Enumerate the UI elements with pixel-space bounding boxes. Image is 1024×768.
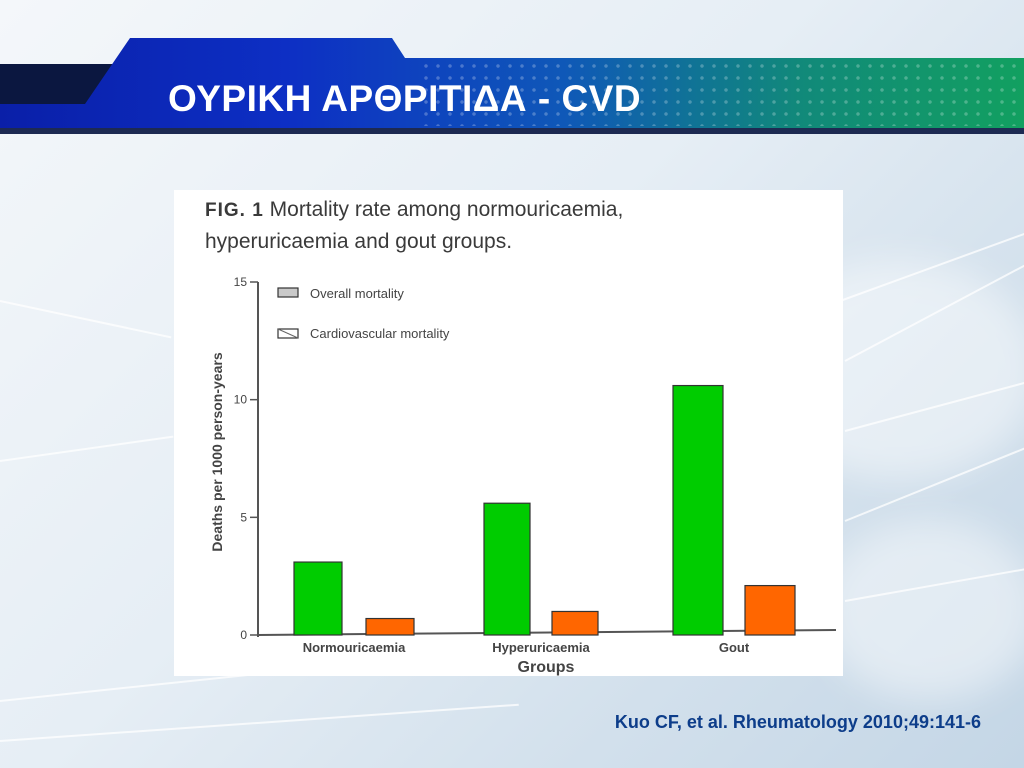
bar-overall-hyperuricaemia <box>483 502 531 636</box>
figure-caption-line1: Mortality rate among normouricaemia, <box>269 198 624 221</box>
y-axis: 0 5 10 15 Deaths per 1000 person-years <box>209 275 259 642</box>
bar-overall-normouricaemia <box>293 561 343 636</box>
y-tick-label: 0 <box>240 628 247 642</box>
figure-label: FIG. 1 <box>205 200 264 221</box>
slide-title: ΟΥΡΙΚΗ ΑΡΘΡΙΤΙΔΑ - CVD <box>168 78 642 119</box>
legend-swatch-hatch <box>277 328 299 339</box>
citation: Kuo CF, et al. Rheumatology 2010;49:141-… <box>614 712 981 732</box>
bars-group <box>293 384 796 636</box>
mortality-bar-chart: 0 5 10 15 Deaths per 1000 person-years Norm… <box>209 275 837 676</box>
legend: Overall mortality Cardiovascular mortali… <box>277 286 450 341</box>
x-axis: Normouricaemia Hyperuricaemia Gout Groups <box>257 629 837 676</box>
header-banner-edge <box>0 128 1024 134</box>
x-axis-label: Groups <box>518 659 575 676</box>
legend-label-overall: Overall mortality <box>310 286 404 301</box>
bar-cardiovascular-gout <box>744 584 796 636</box>
y-axis-label: Deaths per 1000 person-years <box>209 352 225 551</box>
x-category-label: Gout <box>719 640 750 655</box>
x-category-label: Hyperuricaemia <box>492 640 590 655</box>
figure-caption: FIG. 1 Mortality rate among normouricaem… <box>205 194 805 257</box>
figure-panel: FIG. 1 Mortality rate among normouricaem… <box>174 190 843 676</box>
x-axis-line <box>257 629 837 636</box>
header-banner-pattern <box>420 60 1024 126</box>
y-axis-ticks: 0 5 10 15 <box>234 275 258 642</box>
bar-cardiovascular-normouricaemia <box>365 617 415 636</box>
legend-label-cardiovascular: Cardiovascular mortality <box>310 326 450 341</box>
y-tick-label: 5 <box>240 510 247 524</box>
bar-overall-gout <box>672 384 724 636</box>
bar-cardiovascular-hyperuricaemia <box>551 610 599 636</box>
figure-caption-line2: hyperuricaemia and gout groups. <box>205 230 513 253</box>
x-axis-categories: Normouricaemia Hyperuricaemia Gout <box>303 640 750 655</box>
legend-swatch-overall <box>277 287 299 298</box>
y-tick-label: 15 <box>234 275 248 289</box>
y-tick-label: 10 <box>234 393 248 407</box>
x-category-label: Normouricaemia <box>303 640 406 655</box>
